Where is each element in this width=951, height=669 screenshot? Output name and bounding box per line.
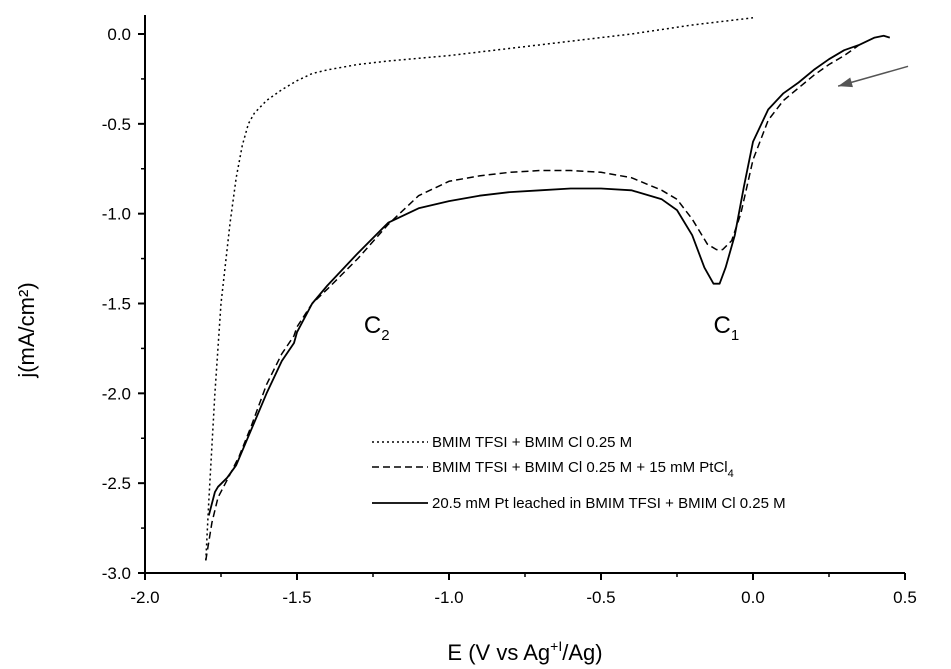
y-tick-label: -0.5	[102, 115, 131, 134]
x-tick-label: 0.0	[741, 588, 765, 607]
x-tick-label: -2.0	[130, 588, 159, 607]
y-tick-label: -3.0	[102, 564, 131, 583]
x-axis-title: E (V vs Ag+I/Ag)	[447, 638, 602, 665]
series-solid-line	[207, 34, 891, 516]
series-dotted-line	[205, 17, 754, 561]
y-tick-label: -1.5	[102, 295, 131, 314]
y-tick-label: -2.0	[102, 384, 131, 403]
legend-label-solid: 20.5 mM Pt leached in BMIM TFSI + BMIM C…	[432, 495, 786, 512]
y-axis-title: j(mA/cm²)	[14, 282, 39, 378]
legend-label-dashed: BMIM TFSI + BMIM Cl 0.25 M + 15 mM PtCl4	[432, 459, 734, 480]
x-tick-label: -1.5	[282, 588, 311, 607]
x-tick-label: -0.5	[586, 588, 615, 607]
y-tick-label: 0.0	[107, 25, 131, 44]
peak-label-C2: C2	[364, 312, 390, 344]
peak-label-C1: C1	[713, 312, 739, 344]
scan-direction-arrowhead	[838, 77, 853, 88]
x-tick-label: 0.5	[893, 588, 917, 607]
annotation-layer: C2 C1	[364, 65, 909, 344]
legend-label-dotted: BMIM TFSI + BMIM Cl 0.25 M	[432, 434, 632, 451]
x-tick-label: -1.0	[434, 588, 463, 607]
series-dashed-line	[205, 44, 860, 561]
y-tick-label: -2.5	[102, 474, 131, 493]
series-layer	[205, 17, 891, 561]
y-tick-label: -1.0	[102, 205, 131, 224]
legend: BMIM TFSI + BMIM Cl 0.25 M BMIM TFSI + BM…	[372, 434, 786, 512]
axes: -2.0 -1.5 -1.0 -0.5 0.0 0.5 0.0 -0.5 -1.0 -1.5 -2.…	[102, 15, 917, 607]
